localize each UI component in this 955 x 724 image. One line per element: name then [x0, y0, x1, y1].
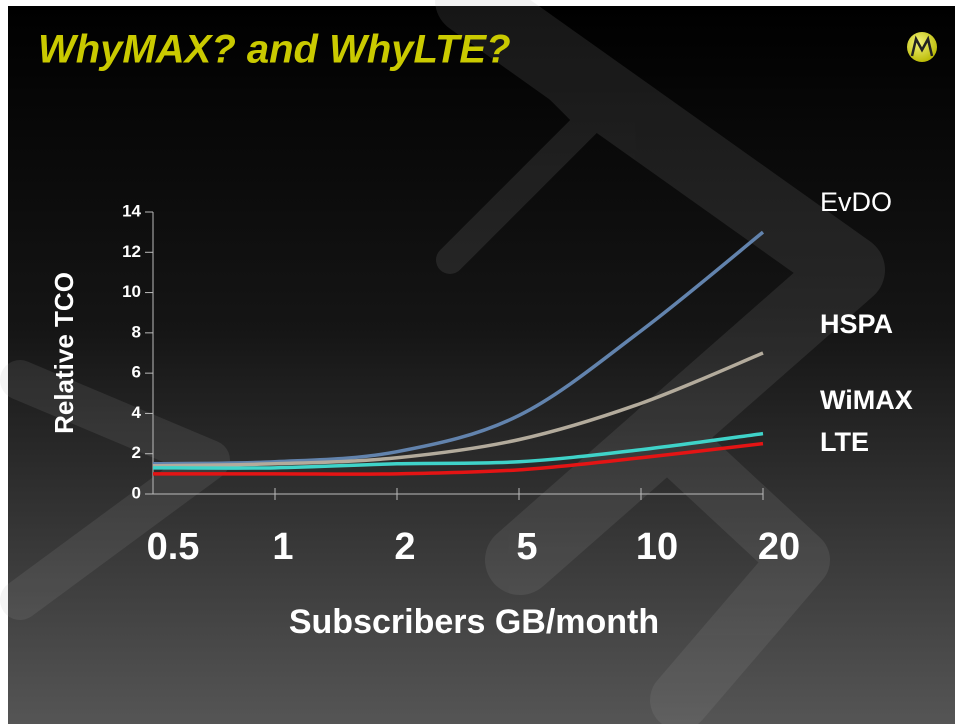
legend-label: EvDO [820, 187, 892, 217]
x-axis-label: Subscribers GB/month [289, 603, 659, 641]
y-axis-label: Relative TCO [49, 272, 79, 434]
x-tick-label: 10 [636, 526, 678, 568]
decoration [0, 0, 885, 724]
series-line [153, 441, 764, 476]
x-tick-label: 0.5 [147, 526, 200, 568]
x-tick-label: 20 [758, 526, 800, 568]
y-tick-label: 8 [132, 322, 141, 341]
y-tick-label: 2 [132, 443, 141, 462]
y-tick-label: 6 [132, 363, 141, 382]
series-line [152, 230, 765, 466]
legend-label: LTE [820, 427, 869, 457]
legend-label: HSPA [820, 309, 893, 339]
logo-mark [910, 35, 934, 57]
series-line [152, 351, 764, 468]
background [8, 6, 955, 724]
x-tick-label: 5 [516, 526, 537, 568]
x-tick-label: 2 [394, 526, 415, 568]
title: WhyMAX? and WhyLTE? [38, 28, 511, 72]
y-tick-label: 10 [122, 282, 141, 301]
y-tick-label: 14 [122, 201, 141, 220]
y-tick-label: 4 [132, 403, 142, 422]
y-tick-label: 0 [132, 483, 141, 502]
logo [907, 32, 937, 62]
legend-label: WiMAX [820, 385, 913, 415]
x-tick-label: 1 [272, 526, 293, 568]
y-tick-label: 12 [122, 242, 141, 261]
series-line [152, 431, 764, 470]
